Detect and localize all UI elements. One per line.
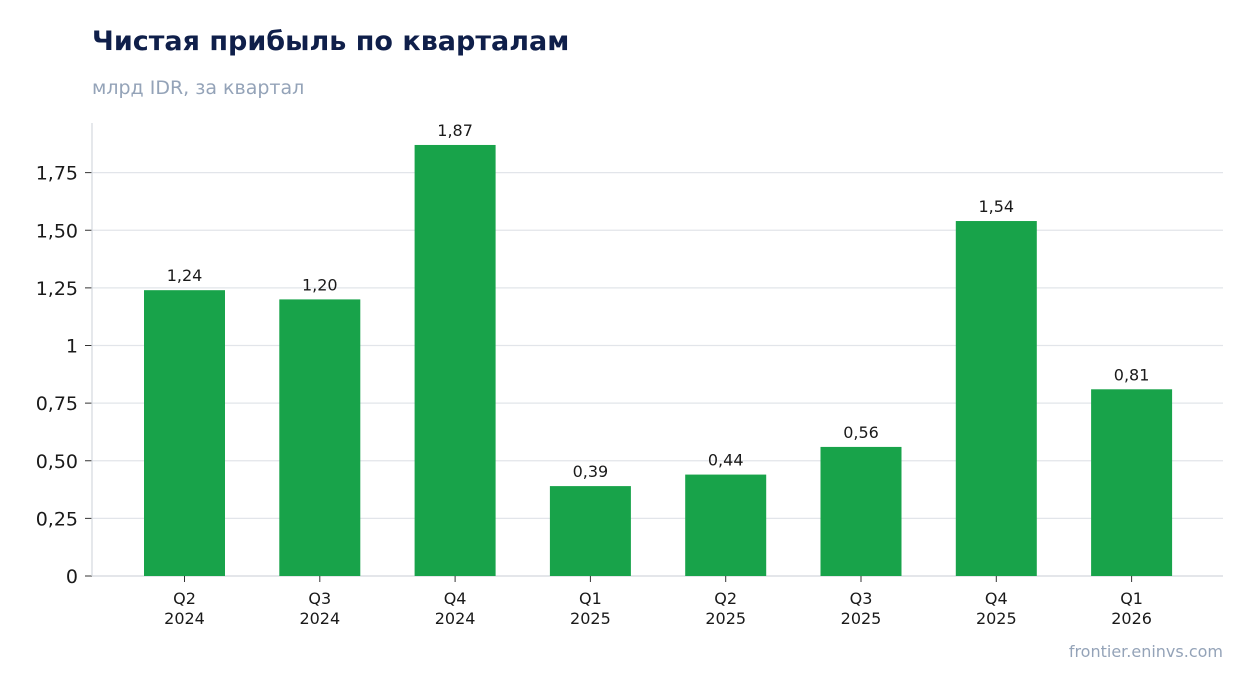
y-tick-label: 0,25 — [36, 508, 78, 530]
x-tick-label: Q2 2024 — [164, 589, 205, 628]
x-tick-label: Q2 2025 — [705, 589, 746, 628]
y-tick-label: 0,75 — [36, 393, 78, 415]
y-tick-label: 1,25 — [36, 278, 78, 300]
x-tick-label: Q1 2026 — [1111, 589, 1152, 628]
data-label: 0,44 — [708, 451, 744, 470]
bar-q3-2024 — [279, 299, 361, 576]
y-tick-label: 0 — [66, 566, 78, 588]
x-tick-label: Q1 2025 — [570, 589, 611, 628]
data-label: 1,20 — [302, 275, 338, 294]
data-label: 1,54 — [978, 197, 1014, 216]
y-tick-label: 1 — [66, 336, 78, 358]
bar-q4-2024 — [414, 144, 496, 576]
bar-q1-2025 — [549, 486, 631, 576]
x-tick-label: Q4 2025 — [976, 589, 1017, 628]
x-tick-label: Q3 2025 — [841, 589, 882, 628]
data-label: 0,81 — [1114, 365, 1150, 384]
chart-title: Чистая прибыль по кварталам — [92, 26, 570, 57]
x-tick-label: Q3 2024 — [299, 589, 340, 628]
y-tick-label: 0,50 — [36, 451, 78, 473]
data-label: 0,56 — [843, 423, 879, 442]
bar-q2-2025 — [685, 474, 767, 576]
chart-subtitle: млрд IDR, за квартал — [92, 77, 305, 99]
bar-q4-2025 — [955, 221, 1037, 576]
data-label: 0,39 — [573, 462, 609, 481]
bar-q2-2024 — [144, 290, 225, 576]
data-label: 1,24 — [167, 266, 203, 285]
source-credit: frontier.eninvs.com — [1068, 642, 1223, 661]
bar-q3-2025 — [820, 446, 902, 576]
bar-q1-2026 — [1091, 389, 1173, 576]
y-tick-label: 1,50 — [36, 220, 78, 242]
y-tick-label: 1,75 — [36, 163, 78, 185]
x-tick-label: Q4 2024 — [435, 589, 476, 628]
data-label: 1,87 — [437, 121, 473, 140]
